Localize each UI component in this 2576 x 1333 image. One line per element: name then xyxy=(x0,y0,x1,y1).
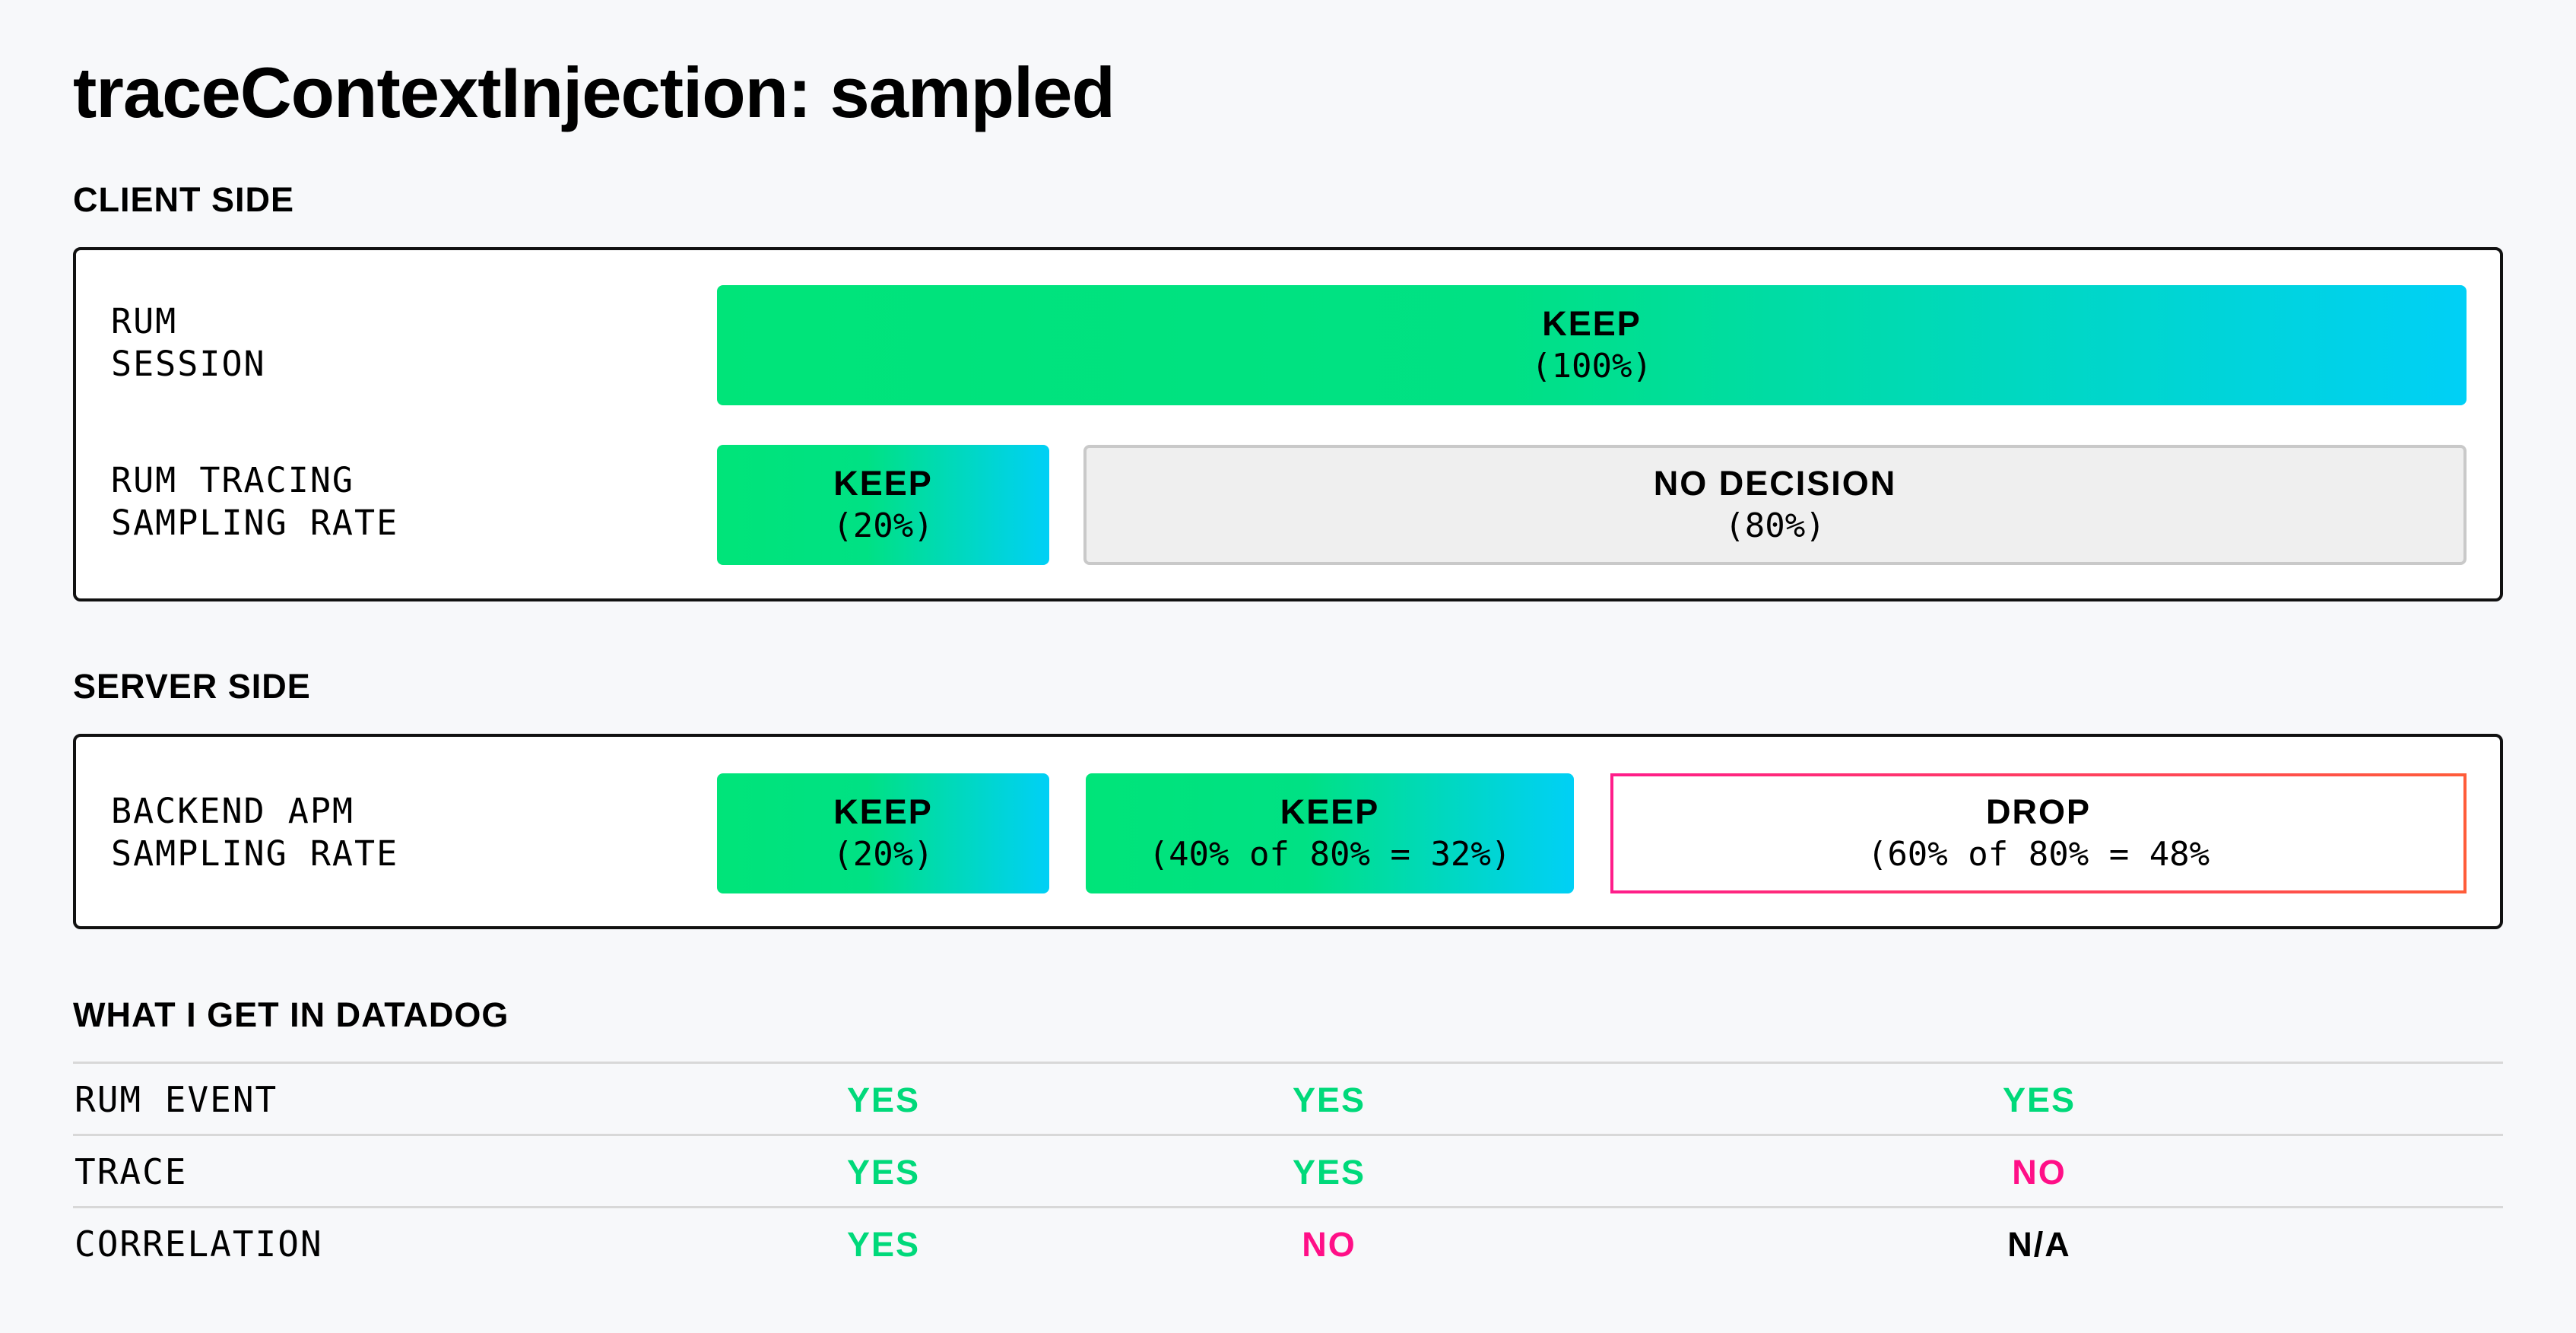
backend-apm-drop-segment: DROP (60% of 80% = 48% xyxy=(1610,773,2467,893)
cell-value: YES xyxy=(846,1081,921,1119)
segment-label: NO DECISION xyxy=(1653,464,1897,503)
segment-percentage: (80%) xyxy=(1724,506,1826,545)
table-row-correlation: CORRELATION YES NO N/A xyxy=(73,1206,2503,1278)
client-side-panel: RUM SESSION KEEP (100%) RUM TRACING SAMP… xyxy=(73,247,2503,601)
table-row-rum-event: RUM EVENT YES YES YES xyxy=(73,1062,2503,1134)
segment-percentage: (20%) xyxy=(833,506,934,545)
segment-label: KEEP xyxy=(1542,304,1642,343)
backend-apm-sampling-rate-label: BACKEND APM SAMPLING RATE xyxy=(111,791,399,874)
segment-label: DROP xyxy=(1985,792,2091,831)
row-label: TRACE xyxy=(75,1151,188,1192)
rum-tracing-no-decision-segment: NO DECISION (80%) xyxy=(1083,445,2467,565)
client-side-heading: CLIENT SIDE xyxy=(73,180,295,219)
rum-session-label: RUM SESSION xyxy=(111,301,266,384)
server-side-heading: SERVER SIDE xyxy=(73,667,311,706)
segment-label: KEEP xyxy=(833,464,933,503)
backend-apm-keep-segment-20: KEEP (20%) xyxy=(717,773,1049,893)
datadog-results-table: RUM EVENT YES YES YES TRACE YES YES NO C… xyxy=(73,1062,2503,1278)
segment-percentage: (60% of 80% = 48% xyxy=(1867,835,2210,874)
cell-value: NO xyxy=(2012,1153,2067,1192)
datadog-heading: WHAT I GET IN DATADOG xyxy=(73,995,509,1034)
segment-percentage: (20%) xyxy=(833,835,934,874)
segment-percentage: (40% of 80% = 32%) xyxy=(1148,835,1512,874)
cell-value: N/A xyxy=(2007,1225,2071,1264)
cell-value: YES xyxy=(1292,1153,1366,1192)
cell-value: YES xyxy=(846,1225,921,1264)
server-side-panel: BACKEND APM SAMPLING RATE KEEP (20%) KEE… xyxy=(73,734,2503,929)
cell-value: YES xyxy=(1292,1081,1366,1119)
segment-percentage: (100%) xyxy=(1531,347,1652,386)
segment-label: KEEP xyxy=(833,792,933,831)
rum-tracing-keep-segment: KEEP (20%) xyxy=(717,445,1049,565)
cell-value: YES xyxy=(846,1153,921,1192)
row-label: CORRELATION xyxy=(75,1224,323,1265)
row-label: RUM EVENT xyxy=(75,1079,278,1120)
cell-value: NO xyxy=(1302,1225,1356,1264)
rum-session-keep-segment: KEEP (100%) xyxy=(717,285,2467,405)
segment-label: KEEP xyxy=(1280,792,1380,831)
rum-tracing-sampling-rate-label: RUM TRACING SAMPLING RATE xyxy=(111,460,399,543)
page-title: traceContextInjection: sampled xyxy=(73,52,1115,132)
table-row-trace: TRACE YES YES NO xyxy=(73,1134,2503,1206)
backend-apm-keep-segment-32: KEEP (40% of 80% = 32%) xyxy=(1086,773,1574,893)
cell-value: YES xyxy=(2002,1081,2076,1119)
